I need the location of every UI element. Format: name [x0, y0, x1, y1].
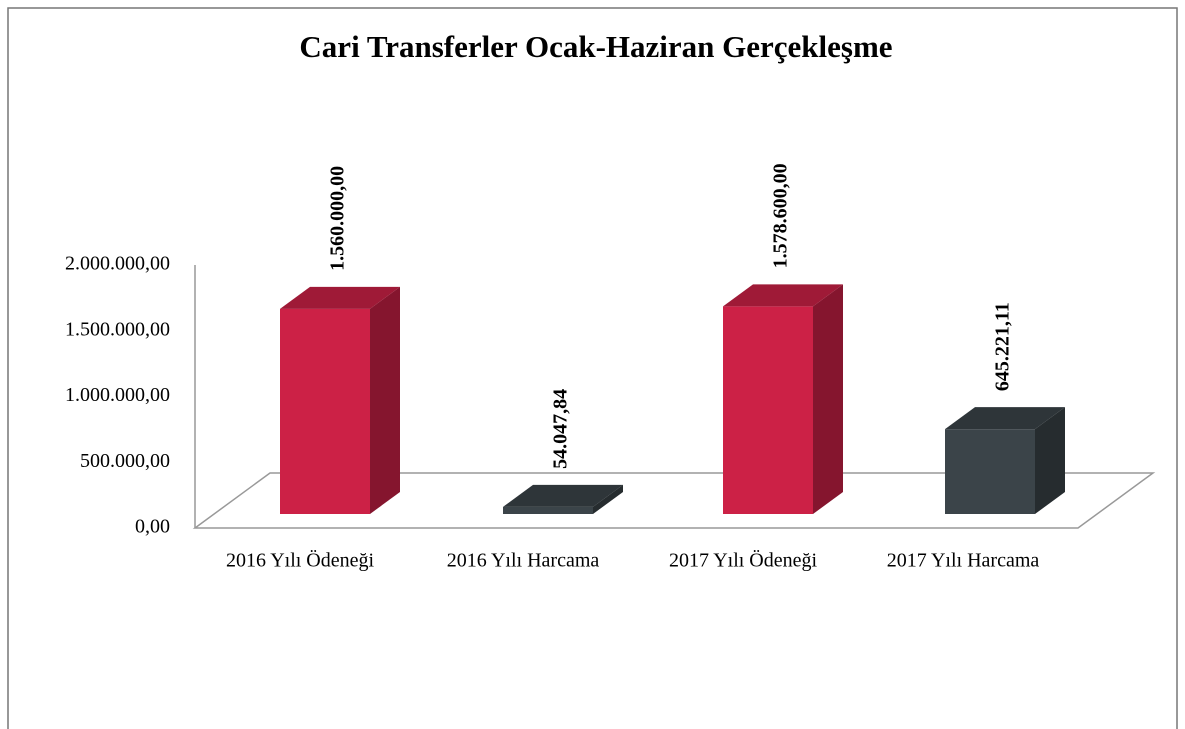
- y-tick-label: 1.000.000,00: [65, 384, 170, 406]
- y-tick-label: 2.000.000,00: [65, 253, 170, 275]
- chart-title: Cari Transferler Ocak-Haziran Gerçekleşm…: [299, 29, 892, 64]
- bar-side: [1035, 407, 1065, 514]
- x-tick-label: 2017 Yılı Harcama: [887, 550, 1040, 572]
- value-label: 54.047,84: [550, 389, 572, 469]
- bar: [280, 308, 370, 514]
- bar: [945, 429, 1035, 514]
- value-label: 1.560.000,00: [327, 166, 349, 271]
- chart-border: [7, 7, 1178, 729]
- y-tick-label: 500.000,00: [80, 450, 170, 472]
- x-tick-label: 2017 Yılı Ödeneği: [669, 549, 818, 572]
- floor: [192, 472, 1156, 529]
- value-label: 645.221,11: [992, 302, 1014, 391]
- value-label: 1.578.600,00: [770, 163, 792, 268]
- bar-top: [723, 284, 843, 307]
- y-tick-label: 0,00: [135, 516, 170, 538]
- y-tick-label: 1.500.000,00: [65, 318, 170, 340]
- bar: [503, 506, 593, 514]
- bar-top: [503, 484, 623, 507]
- bar: [723, 306, 813, 514]
- bar-side: [593, 484, 623, 514]
- x-tick-label: 2016 Yılı Harcama: [447, 550, 600, 572]
- bar-side: [370, 286, 400, 514]
- bar-top: [280, 286, 400, 309]
- bar-top: [945, 407, 1065, 430]
- x-tick-label: 2016 Yılı Ödeneği: [226, 549, 375, 572]
- bar-side: [813, 284, 843, 514]
